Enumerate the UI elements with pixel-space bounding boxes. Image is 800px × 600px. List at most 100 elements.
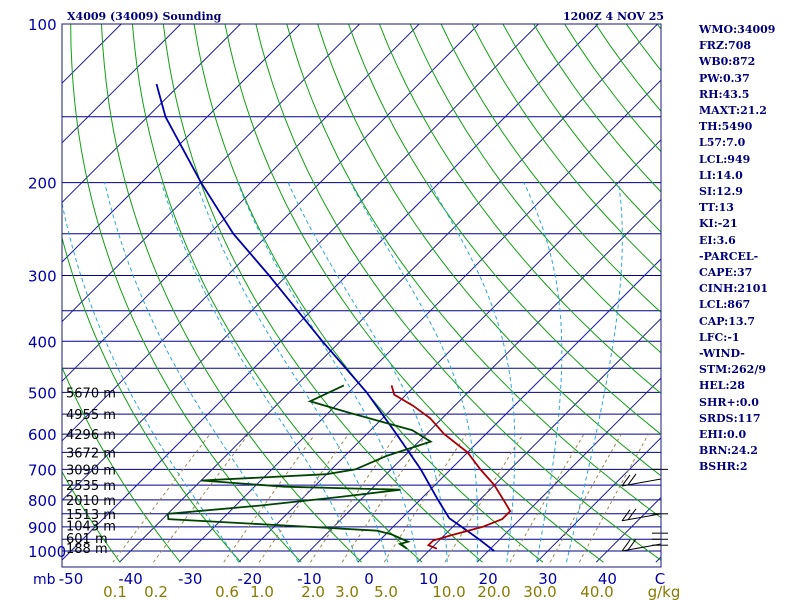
pressure-tick-label: 400 bbox=[28, 333, 57, 351]
stat-item: RH:43.5 bbox=[699, 87, 750, 101]
mixing-ratio-line bbox=[444, 433, 524, 563]
pressure-tick-label: 500 bbox=[28, 384, 57, 402]
mixing-ratio-line bbox=[578, 433, 649, 563]
isotherm-line bbox=[62, 24, 420, 382]
isotherm-line bbox=[0, 24, 62, 562]
chart-title: X4009 (34009) Sounding bbox=[67, 10, 222, 23]
isotherm-line bbox=[119, 24, 658, 563]
isotherm-line bbox=[62, 24, 480, 442]
pressure-tick-label: 200 bbox=[28, 175, 57, 193]
moist-adiabat-line bbox=[523, 182, 563, 563]
wind-barb-flag bbox=[627, 508, 637, 521]
temperature-tick-label: -20 bbox=[238, 570, 263, 588]
dewpoint-trace bbox=[166, 384, 433, 550]
temperature-tick-label: 20 bbox=[479, 570, 498, 588]
mixing-ratio-unit-label: g/kg bbox=[648, 583, 681, 600]
pressure-tick-label: 600 bbox=[28, 426, 57, 444]
temperature-tick-label: 10 bbox=[419, 570, 438, 588]
mixing-ratio-tick-label: 3.0 bbox=[335, 583, 359, 600]
temperature-tick-label: 0 bbox=[364, 570, 374, 588]
wind-barb bbox=[621, 513, 662, 522]
sounding-profiles bbox=[155, 83, 512, 552]
temperature-tick-label: 30 bbox=[538, 570, 557, 588]
isotherm-line bbox=[62, 24, 182, 144]
isotherm-line bbox=[178, 79, 661, 563]
isotherm-line bbox=[536, 437, 661, 563]
stat-item: TT:13 bbox=[699, 201, 734, 215]
temperature-tick-label: -10 bbox=[297, 570, 322, 588]
mixing-ratio-tick-label: 20.0 bbox=[477, 583, 510, 600]
parcel-trace bbox=[155, 83, 495, 552]
mixing-ratio-tick-label: 2.0 bbox=[301, 583, 325, 600]
height-label: 4955 m bbox=[66, 408, 116, 423]
mixing-ratio-tick-label: 0.1 bbox=[103, 583, 127, 600]
wind-barb-flag bbox=[621, 539, 631, 552]
stat-item: LCL:867 bbox=[699, 298, 751, 312]
temperature-tick-label: -50 bbox=[59, 570, 84, 588]
height-label: 5670 m bbox=[66, 386, 116, 401]
mixing-ratio-line bbox=[258, 433, 349, 563]
moist-adiabat-line bbox=[287, 182, 448, 563]
mixing-ratio-line bbox=[112, 433, 211, 563]
dry-adiabat-line bbox=[62, 470, 121, 563]
pressure-tick-label: 800 bbox=[28, 492, 57, 510]
pressure-unit-label: mb bbox=[33, 572, 56, 588]
stat-item: -PARCEL- bbox=[699, 249, 759, 263]
stat-item: MAXT:21.2 bbox=[699, 104, 767, 118]
diagram-grid bbox=[0, 24, 661, 563]
mixing-ratio-line bbox=[549, 433, 622, 563]
dry-adiabat-line bbox=[131, 24, 423, 563]
moist-adiabat-line bbox=[565, 182, 623, 563]
wind-barb-flag bbox=[621, 509, 631, 522]
height-label: 2535 m bbox=[66, 479, 116, 494]
plot-frame bbox=[61, 23, 662, 568]
stat-item: WB0:872 bbox=[699, 55, 756, 69]
isotherm-line bbox=[476, 377, 661, 563]
mixing-ratio-line bbox=[383, 433, 467, 563]
isotherm-line bbox=[417, 317, 661, 563]
isotherm-line bbox=[62, 24, 360, 323]
dry-adiabat-line bbox=[255, 24, 661, 561]
pressure-tick-label: 1000 bbox=[28, 543, 66, 561]
dry-adiabat-line bbox=[286, 24, 661, 519]
dry-adiabat-line bbox=[62, 235, 242, 563]
dry-adiabat-line bbox=[224, 24, 604, 563]
height-label: 4296 m bbox=[66, 428, 116, 443]
moist-adiabat-line bbox=[195, 182, 389, 563]
stat-item: BRN:24.2 bbox=[699, 444, 758, 458]
dry-adiabat-line bbox=[62, 365, 181, 563]
stat-item: SRDS:117 bbox=[699, 411, 761, 425]
isotherm-line bbox=[0, 24, 2, 562]
stat-item: -WIND- bbox=[699, 347, 745, 361]
isotherm-line bbox=[62, 24, 539, 502]
height-label: 2010 m bbox=[66, 494, 116, 509]
mixing-ratio-line bbox=[509, 433, 585, 563]
temperature-tick-label: 40 bbox=[598, 570, 617, 588]
height-label: 1513 m bbox=[66, 508, 116, 523]
dry-adiabat-line bbox=[440, 24, 661, 314]
stat-item: CAP:13.7 bbox=[699, 314, 756, 328]
pressure-tick-label: 100 bbox=[28, 16, 57, 34]
stat-item: TH:5490 bbox=[699, 120, 753, 134]
height-label: 3672 m bbox=[66, 446, 116, 461]
mixing-ratio-tick-label: 0.2 bbox=[144, 583, 168, 600]
stat-item: FRZ:708 bbox=[699, 39, 752, 53]
temperature-tick-label: -40 bbox=[118, 570, 143, 588]
dry-adiabat-line bbox=[348, 24, 661, 435]
wind-barb-flag bbox=[627, 538, 637, 551]
mixing-ratio-tick-label: 1.0 bbox=[250, 583, 274, 600]
mixing-ratio-tick-label: 5.0 bbox=[374, 583, 398, 600]
isotherm-line bbox=[238, 139, 661, 563]
stat-item: EI:3.6 bbox=[699, 233, 736, 247]
stat-item: CAPE:37 bbox=[699, 266, 753, 280]
temperature-tick-label: -30 bbox=[178, 570, 203, 588]
stat-item: PW:0.37 bbox=[699, 71, 750, 85]
mixing-ratio-tick-label: 40.0 bbox=[580, 583, 613, 600]
mixing-ratio-tick-label: 10.0 bbox=[432, 583, 465, 600]
stat-item: L57:7.0 bbox=[699, 136, 746, 150]
isotherm-line bbox=[62, 24, 301, 263]
height-label: 188 m bbox=[66, 542, 108, 557]
stats-panel: WMO:34009 FRZ:708 WB0:872 PW:0.37 RH:43.5 MAX… bbox=[699, 22, 775, 476]
stat-item: SI:12.9 bbox=[699, 185, 743, 199]
